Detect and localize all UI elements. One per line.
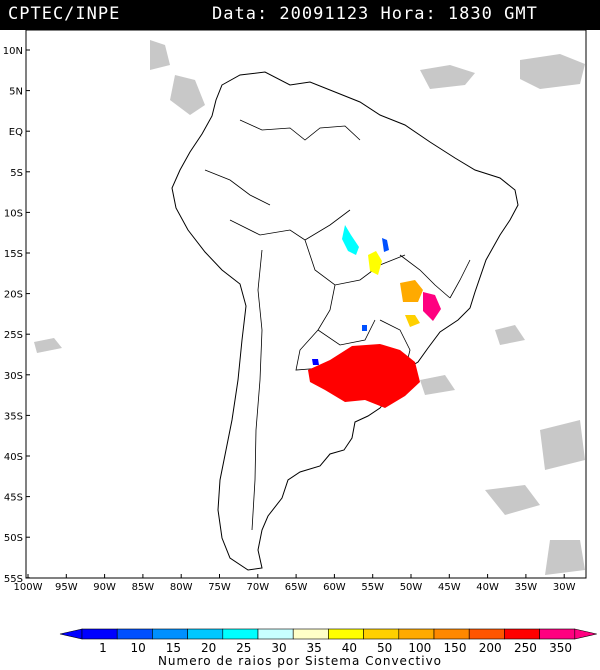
legend-value-label: 30 bbox=[271, 641, 286, 655]
lat-label: EQ bbox=[9, 127, 23, 138]
legend-value-label: 15 bbox=[166, 641, 181, 655]
lon-label: 95W bbox=[55, 582, 78, 590]
legend-value-label: 35 bbox=[307, 641, 322, 655]
legend-swatch bbox=[328, 628, 364, 640]
legend-caption: Numero de raios por Sistema Convectivo bbox=[157, 654, 443, 668]
lat-label: 35S bbox=[4, 411, 23, 422]
country-borders bbox=[204, 119, 471, 531]
legend-min-arrow bbox=[59, 628, 83, 640]
lat-label: 10S bbox=[4, 208, 23, 219]
large-lightning-cluster bbox=[308, 344, 420, 408]
legend-value-label: 200 bbox=[479, 641, 502, 655]
lat-label: 30S bbox=[4, 371, 23, 382]
lon-label: 90W bbox=[93, 582, 116, 590]
legend-value-label: 150 bbox=[444, 641, 467, 655]
legend-swatch bbox=[363, 628, 400, 640]
legend-swatch bbox=[292, 628, 329, 640]
lon-label: 55W bbox=[361, 582, 384, 590]
lightning-clusters bbox=[308, 225, 441, 408]
lat-label: 10N bbox=[3, 46, 23, 57]
lon-label: 50W bbox=[400, 582, 423, 590]
lon-label: 45W bbox=[438, 582, 461, 590]
header-bar: CPTEC/INPE Data: 20091123 Hora: 1830 GMT bbox=[0, 0, 600, 30]
legend-swatch bbox=[257, 628, 294, 640]
lat-label: 55S bbox=[4, 574, 23, 585]
legend-swatch bbox=[539, 628, 576, 640]
legend-swatch bbox=[152, 628, 188, 640]
lon-label: 70W bbox=[246, 582, 269, 590]
legend-value-label: 50 bbox=[377, 641, 392, 655]
legend-swatch bbox=[116, 628, 153, 640]
lat-label: 25S bbox=[4, 330, 23, 341]
legend-value-label: 250 bbox=[514, 641, 537, 655]
lat-label: 40S bbox=[4, 452, 23, 463]
legend-swatch bbox=[398, 628, 435, 640]
lon-label: 85W bbox=[132, 582, 155, 590]
lon-label: 60W bbox=[323, 582, 346, 590]
legend-value-label: 20 bbox=[201, 641, 216, 655]
lat-label: 5N bbox=[9, 87, 23, 98]
lon-label: 35W bbox=[515, 582, 538, 590]
legend-swatch bbox=[187, 628, 224, 640]
legend-value-label: 350 bbox=[549, 641, 572, 655]
legend-value-label: 25 bbox=[236, 641, 251, 655]
lon-label: 40W bbox=[476, 582, 499, 590]
lat-label: 5S bbox=[10, 168, 23, 179]
lat-label: 50S bbox=[4, 533, 23, 544]
legend-value-label: 10 bbox=[131, 641, 146, 655]
continent-outline bbox=[171, 71, 519, 571]
latitude-labels: 10N 5N EQ 5S 10S 15S 20S 25S 30S 35S 40S 45S 50S 55S bbox=[3, 46, 30, 585]
lon-label: 80W bbox=[170, 582, 193, 590]
lon-label: 100W bbox=[14, 582, 43, 590]
lon-label: 30W bbox=[553, 582, 576, 590]
longitude-labels: 100W 95W 90W 85W 80W 75W 70W 65W 60W 55W 50W 45W 40W… bbox=[14, 574, 576, 590]
lat-label: 45S bbox=[4, 493, 23, 504]
date-time-title: Data: 20091123 Hora: 1830 GMT bbox=[212, 4, 538, 24]
agency-title: CPTEC/INPE bbox=[8, 4, 121, 24]
legend-swatch bbox=[468, 628, 505, 640]
lat-label: 15S bbox=[4, 249, 23, 260]
lon-label: 65W bbox=[285, 582, 308, 590]
legend-swatch bbox=[504, 628, 540, 640]
legend-swatch bbox=[433, 628, 470, 640]
legend-value-label: 40 bbox=[342, 641, 357, 655]
lon-label: 75W bbox=[208, 582, 231, 590]
legend-swatch bbox=[222, 628, 259, 640]
legend-value-label: 100 bbox=[408, 641, 431, 655]
lightning-map: 10N5NEQ5S10S15S20S25S30S35S40S45S50S55S … bbox=[3, 30, 587, 590]
lat-label: 20S bbox=[4, 290, 23, 301]
legend-swatch bbox=[81, 628, 118, 640]
legend-max-arrow bbox=[574, 628, 597, 640]
legend-value-label: 1 bbox=[99, 641, 107, 655]
legend: 1 10 15 20 25 30 35 40 50 100 150 200 250 350 bbox=[59, 628, 597, 655]
